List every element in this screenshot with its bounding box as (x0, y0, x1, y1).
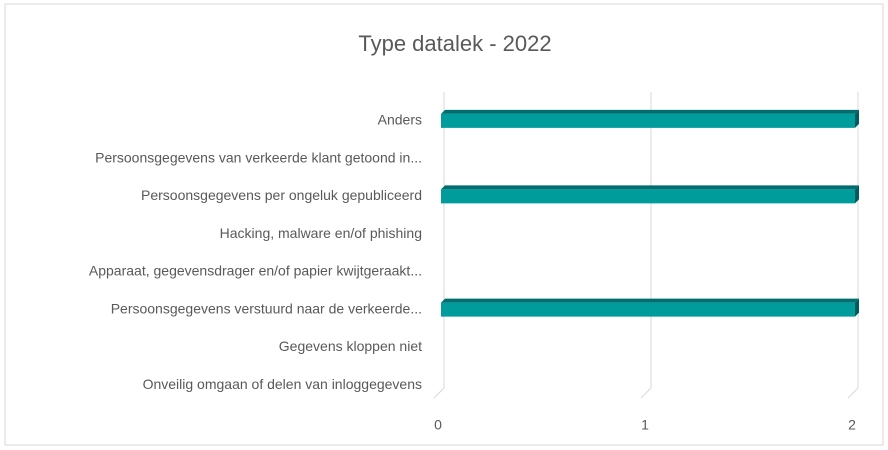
y-tick-label: Persoonsgegevens verstuurd naar de verke… (111, 300, 422, 316)
bar (441, 298, 859, 317)
y-tick-label: Gegevens kloppen niet (279, 338, 422, 354)
y-tick-label: Anders (378, 112, 422, 128)
bar (441, 185, 859, 204)
y-tick-label: Persoonsgegevens per ongeluk gepubliceer… (141, 187, 422, 203)
y-tick-label: Hacking, malware en/of phishing (220, 225, 422, 241)
chart-title: Type datalek - 2022 (358, 31, 551, 56)
y-tick-label: Apparaat, gegevensdrager en/of papier kw… (89, 263, 422, 279)
y-tick-label: Onveilig omgaan of delen van inloggegeve… (143, 376, 422, 392)
x-tick-label: 2 (848, 417, 856, 433)
x-tick-label: 0 (434, 417, 442, 433)
bar (441, 109, 859, 128)
y-tick-label: Persoonsgegevens van verkeerde klant get… (95, 149, 422, 165)
x-tick-label: 1 (641, 417, 649, 433)
